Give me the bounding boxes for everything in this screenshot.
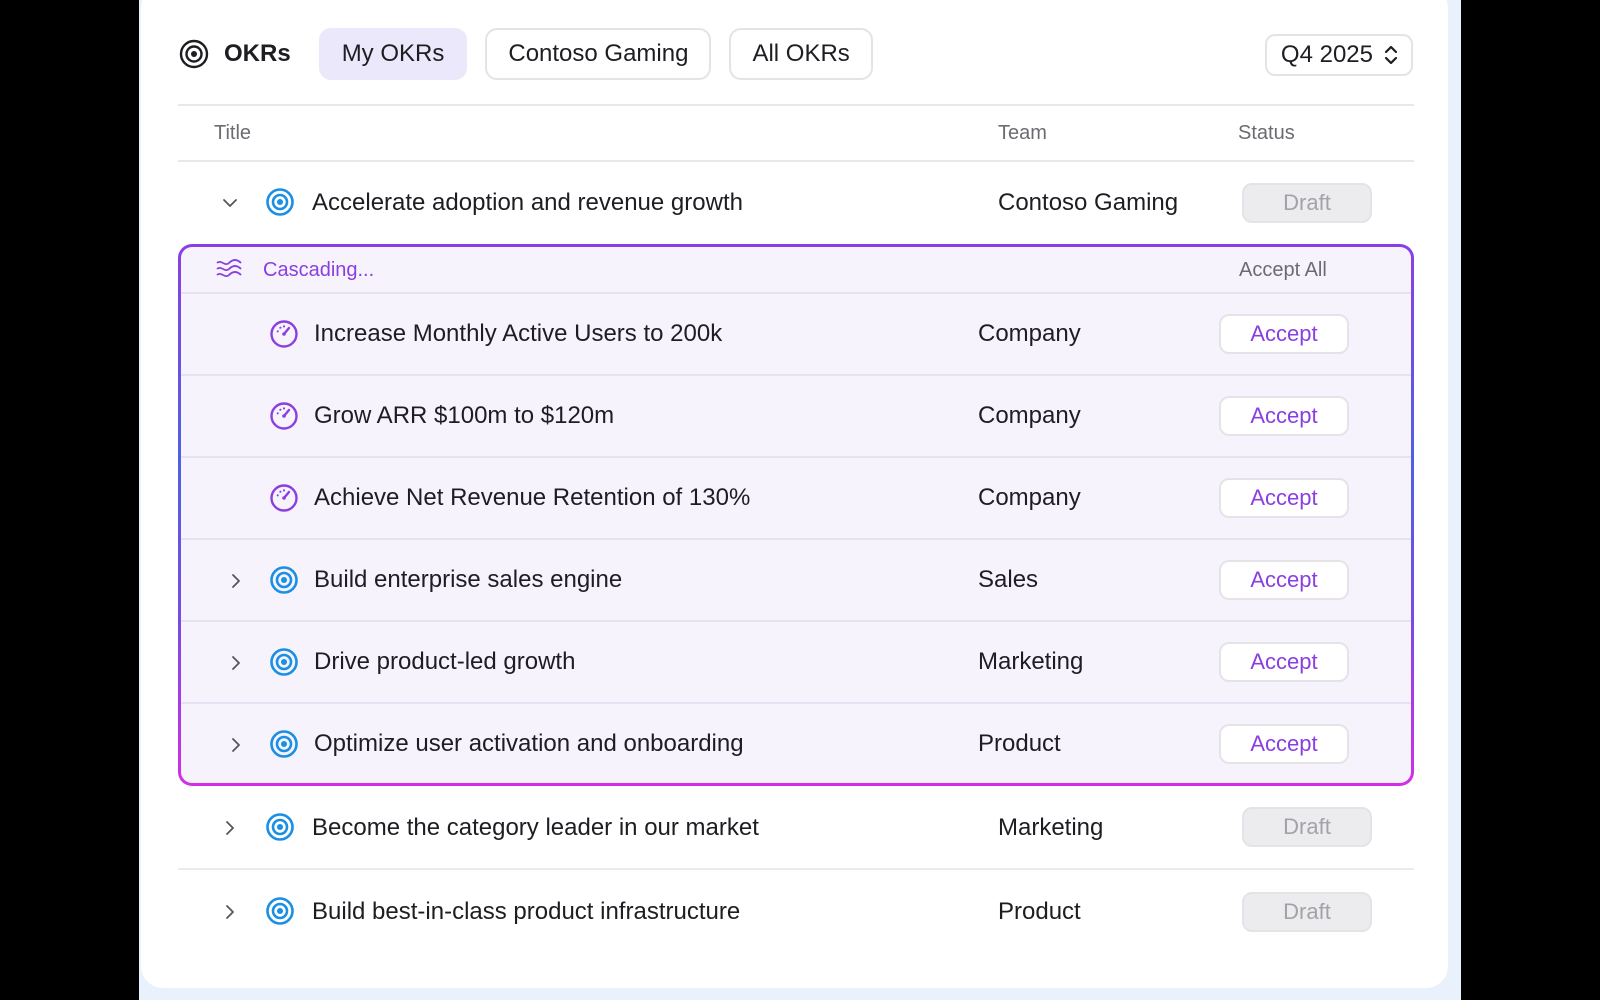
list-item[interactable]: Build enterprise sales engine Sales Acce…: [181, 540, 1411, 622]
gauge-icon: [268, 400, 300, 432]
okr-title: Become the category leader in our market: [312, 814, 759, 841]
accept-button[interactable]: Accept: [1219, 314, 1349, 354]
chevron-right-icon[interactable]: [224, 569, 248, 593]
target-icon: [268, 564, 300, 596]
column-team: Team: [998, 122, 1047, 144]
table-header: Title Team Status: [178, 104, 1414, 162]
list-item[interactable]: Optimize user activation and onboarding …: [181, 704, 1411, 783]
chevron-right-icon[interactable]: [224, 651, 248, 675]
chevron-right-icon[interactable]: [218, 900, 242, 924]
target-icon: [268, 728, 300, 760]
okr-team: Company: [978, 320, 1081, 347]
cascade-suggestions: Cascading... Accept All Increase Monthly…: [178, 244, 1414, 786]
table-row[interactable]: Become the category leader in our market…: [178, 786, 1414, 870]
chevron-right-icon[interactable]: [218, 816, 242, 840]
okr-team: Sales: [978, 566, 1039, 593]
gauge-icon: [268, 482, 300, 514]
action-cell: Accept: [1219, 540, 1349, 620]
target-icon: [264, 186, 296, 218]
accept-all-button[interactable]: Accept All: [1239, 259, 1327, 281]
okr-title: Drive product-led growth: [314, 648, 576, 675]
status-cell: Draft: [1242, 786, 1372, 868]
status-badge: Draft: [1242, 807, 1372, 847]
action-cell: Accept: [1219, 294, 1349, 374]
column-status: Status: [1238, 122, 1295, 144]
column-title: Title: [214, 122, 252, 144]
okr-title: Grow ARR $100m to $120m: [314, 402, 615, 429]
okr-team: Contoso Gaming: [998, 189, 1179, 216]
okr-target-icon: [178, 38, 210, 70]
gauge-icon: [268, 318, 300, 350]
sparkle-waves-icon: [215, 258, 243, 282]
status-badge: Draft: [1242, 892, 1372, 932]
okr-title: Build enterprise sales engine: [314, 566, 623, 593]
chevron-right-icon[interactable]: [224, 733, 248, 757]
action-cell: Accept: [1219, 622, 1349, 702]
target-icon: [264, 895, 296, 927]
cascade-status: Cascading...: [263, 259, 375, 281]
status-cell: Draft: [1242, 162, 1372, 244]
okr-title: Build best-in-class product infrastructu…: [312, 898, 741, 925]
okr-team: Product: [978, 730, 1061, 757]
table-row[interactable]: Accelerate adoption and revenue growth C…: [178, 162, 1414, 244]
okr-title: Increase Monthly Active Users to 200k: [314, 320, 723, 347]
cascade-header: Cascading... Accept All: [181, 247, 1411, 294]
okr-team: Product: [998, 898, 1081, 925]
list-item: Increase Monthly Active Users to 200k Co…: [181, 294, 1411, 376]
list-item[interactable]: Drive product-led growth Marketing Accep…: [181, 622, 1411, 704]
okr-title: Accelerate adoption and revenue growth: [312, 189, 743, 216]
tab-my-okrs[interactable]: My OKRs: [318, 28, 468, 80]
tab-all-okrs[interactable]: All OKRs: [729, 28, 873, 80]
target-icon: [264, 811, 296, 843]
okr-table: Title Team Status Accelerate adoption an…: [178, 104, 1414, 954]
list-item: Achieve Net Revenue Retention of 130% Co…: [181, 458, 1411, 540]
okr-title: Achieve Net Revenue Retention of 130%: [314, 484, 751, 511]
accept-button[interactable]: Accept: [1219, 396, 1349, 436]
app-title: OKRs: [224, 40, 291, 67]
action-cell: Accept: [1219, 376, 1349, 456]
okr-team: Marketing: [978, 648, 1084, 675]
accept-button[interactable]: Accept: [1219, 642, 1349, 682]
table-row[interactable]: Build best-in-class product infrastructu…: [178, 870, 1414, 954]
status-cell: Draft: [1242, 870, 1372, 954]
okr-team: Marketing: [998, 814, 1104, 841]
quarter-value: Q4 2025: [1280, 41, 1373, 68]
action-cell: Accept: [1219, 704, 1349, 783]
tab-contoso-gaming[interactable]: Contoso Gaming: [485, 28, 712, 80]
status-badge: Draft: [1242, 183, 1372, 223]
quarter-selector[interactable]: Q4 2025: [1264, 34, 1413, 76]
okr-title: Optimize user activation and onboarding: [314, 730, 744, 757]
okr-team: Company: [978, 402, 1081, 429]
accept-button[interactable]: Accept: [1219, 723, 1349, 764]
target-icon: [268, 646, 300, 678]
okr-team: Company: [978, 484, 1081, 511]
up-down-chevron-icon: [1383, 43, 1399, 67]
accept-button[interactable]: Accept: [1219, 560, 1349, 600]
toolbar: OKRs My OKRs Contoso Gaming All OKRs Q4 …: [178, 28, 1413, 80]
accept-button[interactable]: Accept: [1219, 478, 1349, 518]
list-item: Grow ARR $100m to $120m Company Accept: [181, 376, 1411, 458]
chevron-down-icon[interactable]: [218, 191, 242, 215]
action-cell: Accept: [1219, 458, 1349, 538]
